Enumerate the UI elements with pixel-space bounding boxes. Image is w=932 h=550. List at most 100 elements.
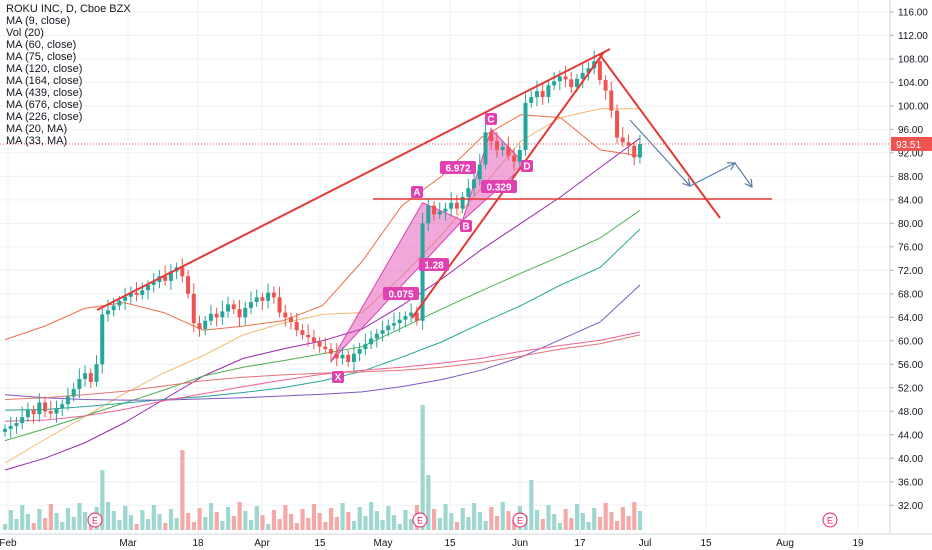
- volume-bar: [534, 510, 540, 530]
- harmonic-pattern: [330, 128, 527, 362]
- volume-bar: [603, 503, 608, 530]
- volume-bar: [552, 514, 557, 530]
- volume-bar: [37, 509, 42, 530]
- volume-bar: [71, 517, 76, 530]
- candle-body: [8, 425, 13, 429]
- volume-bar: [432, 509, 437, 530]
- volume-bar: [48, 504, 53, 530]
- candle-body: [31, 410, 36, 415]
- candlestick-series: [3, 50, 642, 439]
- volume-bar: [163, 523, 168, 530]
- y-tick-label: 96.00: [898, 125, 923, 136]
- volume-bar: [248, 520, 254, 530]
- y-tick-label: 100.00: [898, 101, 929, 112]
- volume-bar: [334, 517, 339, 530]
- volume-bar: [391, 515, 397, 530]
- volume-bar: [174, 518, 179, 530]
- volume-bar: [294, 523, 299, 530]
- candle-body: [77, 378, 82, 389]
- candle-body: [569, 79, 574, 88]
- candle-body: [140, 290, 145, 295]
- y-tick-label: 92.00: [898, 148, 923, 159]
- trendline-drawings: [96, 48, 772, 319]
- candle-body: [575, 78, 579, 88]
- volume-bar: [168, 509, 174, 530]
- volume-bar: [117, 520, 122, 530]
- legend-item[interactable]: MA (75, close): [6, 51, 77, 63]
- legend-item[interactable]: MA (439, close): [6, 87, 83, 99]
- ratio-badge: [383, 287, 419, 300]
- volume-bar: [369, 502, 374, 530]
- volume-bar: [60, 522, 65, 530]
- volume-bar: [123, 506, 128, 530]
- legend-item[interactable]: MA (20, MA): [6, 123, 68, 135]
- candle-body: [517, 149, 522, 162]
- pattern-point-badge: [411, 186, 423, 198]
- y-tick-label: 88.00: [898, 172, 923, 183]
- legend-item[interactable]: MA (60, close): [6, 39, 77, 51]
- projection-arrow: [744, 178, 753, 188]
- legend-item[interactable]: MA (33, MA): [6, 135, 68, 147]
- candle-body: [557, 76, 562, 82]
- volume-bar: [140, 510, 145, 530]
- pattern-labels: X A B C D 0.075 1.28 6.972 0.329: [332, 113, 533, 384]
- legend-item[interactable]: MA (676, close): [6, 99, 83, 111]
- legend-item[interactable]: MA (164, close): [6, 75, 83, 87]
- volume-bar: [477, 512, 482, 530]
- volume-bar: [357, 507, 362, 530]
- legend-item[interactable]: MA (226, close): [6, 111, 83, 123]
- price-axis[interactable]: 116.00 112.00 108.00 104.00 100.00 96.00 92.00…: [0, 7, 932, 512]
- candle-body: [226, 304, 231, 312]
- volume-bar: [563, 509, 568, 530]
- candle-body: [180, 267, 185, 277]
- volume-bar: [483, 521, 488, 530]
- time-axis[interactable]: Feb Mar 18 Apr 15 May 15 Jun 17 Jul 15 Aug 19: [0, 538, 864, 549]
- y-tick-label: 76.00: [898, 242, 923, 253]
- candle-body: [289, 317, 293, 322]
- earnings-marker: [87, 512, 103, 528]
- volume-bar: [557, 523, 563, 530]
- volume-bar: [220, 521, 225, 530]
- ratio-badge: [481, 180, 517, 193]
- x-tick-label: 19: [852, 538, 864, 549]
- volume-bar: [569, 518, 574, 530]
- xab-triangle: [330, 202, 464, 362]
- y-tick-label: 112.00: [898, 31, 928, 42]
- y-tick-label: 108.00: [898, 54, 929, 65]
- volume-bar: [226, 507, 231, 530]
- volume-bar: [300, 509, 305, 530]
- volume-bar: [186, 513, 191, 530]
- candle-body: [191, 293, 196, 324]
- candle-body: [329, 349, 334, 354]
- candle-body: [111, 305, 116, 311]
- candle-body: [340, 354, 345, 359]
- volume-bar: [65, 508, 71, 530]
- legend-item[interactable]: MA (120, close): [6, 63, 83, 75]
- candle-body: [563, 76, 568, 80]
- candle-body: [351, 353, 356, 362]
- candle-body: [197, 323, 202, 330]
- volume-bar: [191, 522, 196, 530]
- candle-body: [580, 72, 585, 79]
- candle-body: [534, 91, 539, 98]
- x-tick-label: Apr: [254, 538, 270, 549]
- symbol-title[interactable]: ROKU INC, D, Cboe BZX: [6, 3, 131, 15]
- volume-bar: [586, 522, 591, 530]
- legend-item[interactable]: MA (9, close): [6, 15, 71, 27]
- candle-body: [14, 423, 19, 426]
- moving-average-line: [4, 114, 640, 341]
- volume-bar: [632, 502, 637, 530]
- volume-bar: [512, 520, 517, 530]
- candle-body: [632, 145, 637, 158]
- candle-body: [512, 155, 517, 162]
- volume-bar: [575, 504, 580, 530]
- volume-bar: [409, 519, 414, 530]
- volume-bar: [323, 522, 328, 530]
- legend-item[interactable]: Vol (20): [6, 27, 44, 39]
- earnings-label: E: [92, 516, 98, 526]
- candle-body: [466, 188, 471, 197]
- candle-body: [311, 337, 316, 342]
- volume-bar: [203, 517, 208, 530]
- volume-bar: [151, 505, 156, 530]
